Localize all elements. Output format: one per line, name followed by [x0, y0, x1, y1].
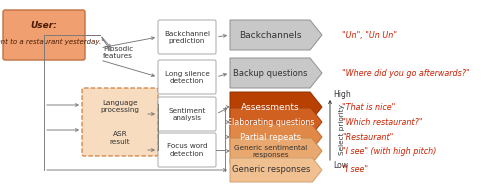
Text: Backchannels: Backchannels — [239, 30, 301, 39]
Polygon shape — [230, 20, 322, 50]
FancyBboxPatch shape — [158, 133, 216, 167]
Text: "That is nice": "That is nice" — [342, 102, 395, 111]
Text: Generic sentimental
responses: Generic sentimental responses — [234, 145, 308, 157]
Text: "Un", "Un Un": "Un", "Un Un" — [342, 30, 397, 39]
Text: Elaborating questions: Elaborating questions — [226, 117, 314, 126]
Text: Partial repeats: Partial repeats — [240, 133, 302, 142]
Text: "Which restaurant?": "Which restaurant?" — [342, 117, 422, 126]
Polygon shape — [230, 92, 322, 122]
FancyBboxPatch shape — [3, 10, 85, 60]
FancyBboxPatch shape — [158, 97, 216, 131]
Text: Low: Low — [333, 162, 348, 171]
Text: Backup questions: Backup questions — [233, 68, 307, 77]
Text: Assessments: Assessments — [240, 102, 300, 111]
Text: "Restaurant": "Restaurant" — [342, 133, 393, 142]
Text: "I see" (with high pitch): "I see" (with high pitch) — [342, 146, 436, 156]
Text: Language
processing: Language processing — [100, 99, 140, 113]
Text: Generic responses: Generic responses — [232, 165, 310, 174]
Text: High: High — [333, 90, 351, 99]
Polygon shape — [230, 108, 322, 136]
Text: ASR
result: ASR result — [110, 131, 130, 145]
Polygon shape — [230, 58, 322, 88]
FancyBboxPatch shape — [158, 20, 216, 54]
Polygon shape — [230, 138, 322, 164]
Polygon shape — [230, 158, 322, 182]
Text: Select priority: Select priority — [339, 105, 345, 155]
Text: "I see": "I see" — [342, 165, 368, 174]
Text: Sentiment
analysis: Sentiment analysis — [168, 108, 205, 120]
Polygon shape — [230, 124, 322, 150]
FancyBboxPatch shape — [158, 60, 216, 94]
Text: Backchannel
prediction: Backchannel prediction — [164, 30, 210, 44]
Text: User:: User: — [30, 21, 58, 30]
Text: "I went to a restaurant yesterday.": "I went to a restaurant yesterday." — [0, 39, 105, 45]
Text: Focus word
detection: Focus word detection — [166, 143, 207, 157]
Text: "Where did you go afterwards?": "Where did you go afterwards?" — [342, 68, 469, 77]
FancyBboxPatch shape — [82, 88, 158, 156]
Text: Prosodic
features: Prosodic features — [103, 45, 133, 59]
Text: Long silence
detection: Long silence detection — [164, 70, 210, 84]
